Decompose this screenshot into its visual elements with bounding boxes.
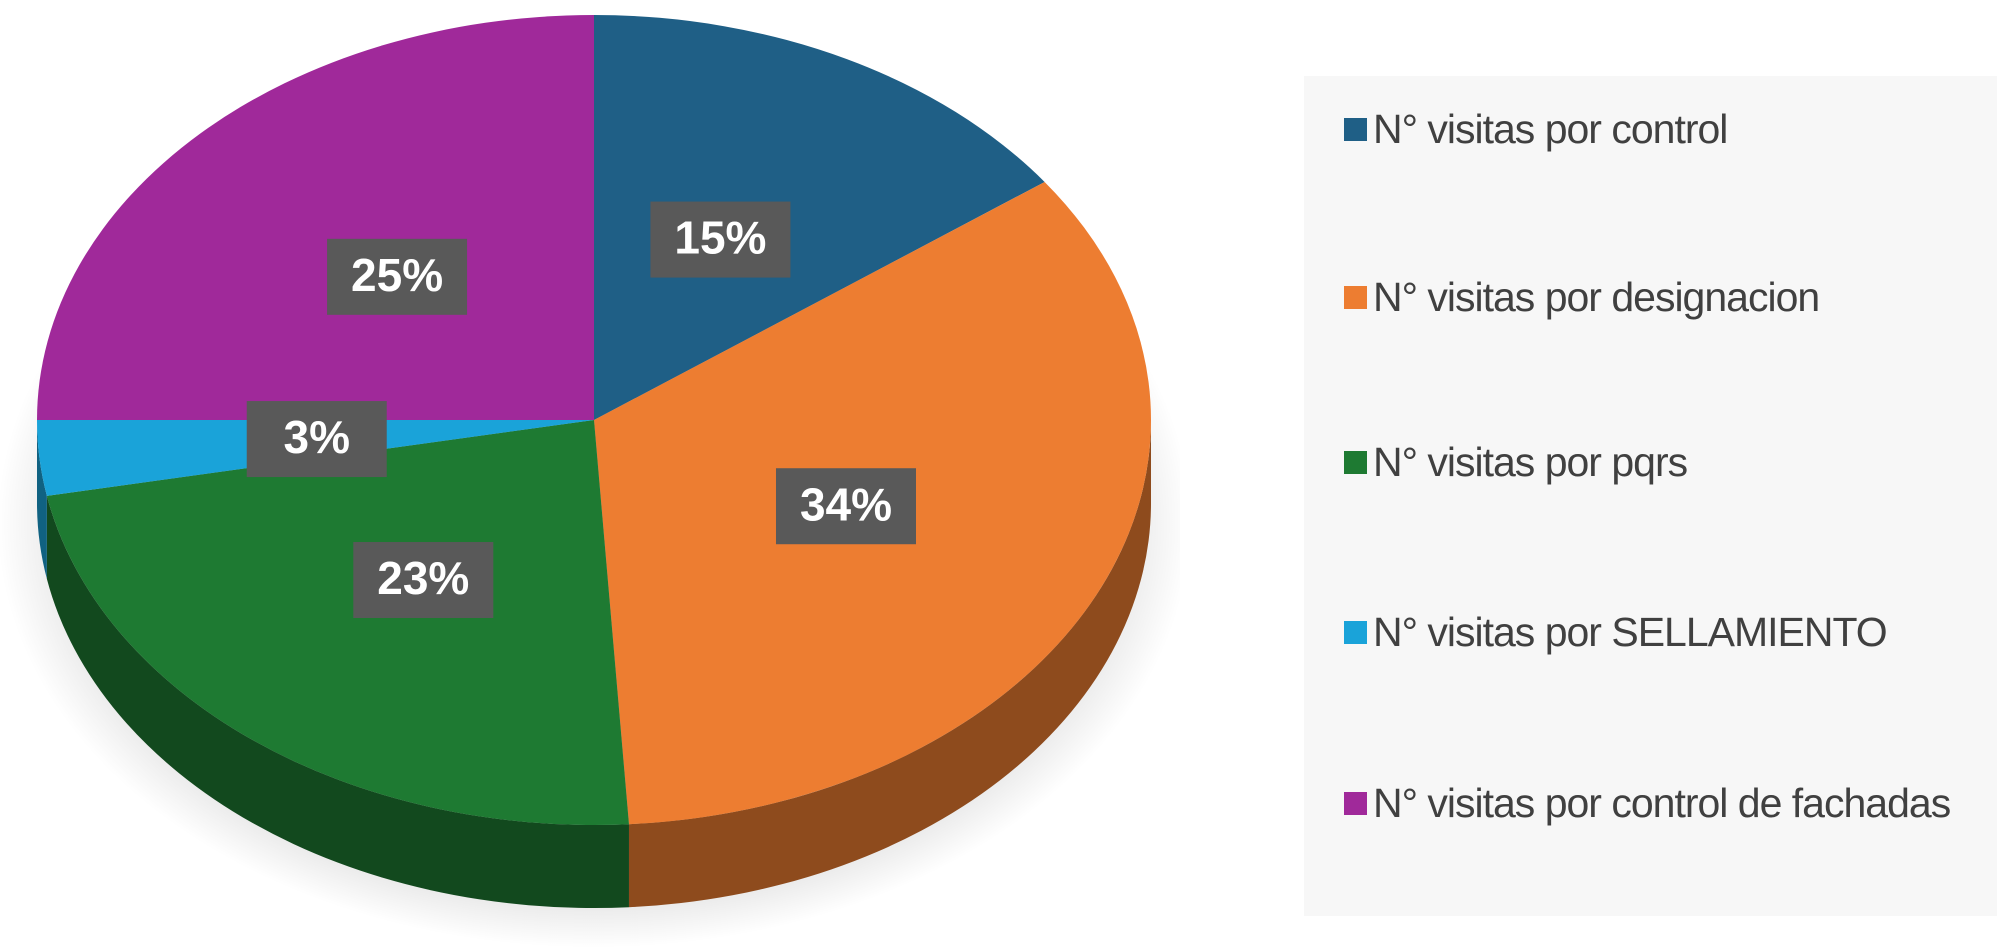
legend-label: N° visitas por pqrs	[1373, 439, 1688, 485]
legend-item: N° visitas por control	[1344, 104, 1984, 154]
data-label: 3%	[283, 411, 349, 463]
legend-swatch	[1344, 792, 1367, 815]
label-box	[246, 401, 387, 478]
legend-item: N° visitas por control de fachadas	[1344, 778, 1984, 828]
legend-item: N° visitas por designacion	[1344, 272, 1984, 322]
legend-swatch	[1344, 621, 1367, 644]
data-label: 34%	[800, 478, 892, 530]
data-label: 25%	[351, 249, 443, 301]
legend-label: N° visitas por control	[1373, 106, 1728, 152]
slice	[37, 15, 594, 420]
chart: 15% 34% 23% 3% 25%	[0, 15, 1180, 948]
data-label: 15%	[674, 212, 766, 264]
legend-item: N° visitas por SELLAMIENTO	[1344, 607, 1984, 657]
data-label: 23%	[377, 552, 469, 604]
legend-item: N° visitas por pqrs	[1344, 437, 1984, 487]
legend-swatch	[1344, 451, 1367, 474]
slice-side	[37, 420, 47, 579]
label-box	[650, 201, 791, 278]
label-box	[775, 468, 916, 545]
legend-swatch	[1344, 118, 1367, 141]
legend: N° visitas por control N° visitas por des…	[1304, 76, 1997, 916]
legend-label: N° visitas por control de fachadas	[1373, 780, 1951, 826]
slice	[594, 15, 1045, 420]
legend-swatch	[1344, 286, 1367, 309]
label-box	[327, 238, 468, 315]
slice-side	[628, 420, 1151, 908]
legend-label: N° visitas por designacion	[1373, 274, 1820, 320]
slice-side	[46, 495, 629, 908]
label-box	[353, 542, 494, 619]
legend-label: N° visitas por SELLAMIENTO	[1373, 609, 1888, 655]
slice	[46, 420, 629, 825]
